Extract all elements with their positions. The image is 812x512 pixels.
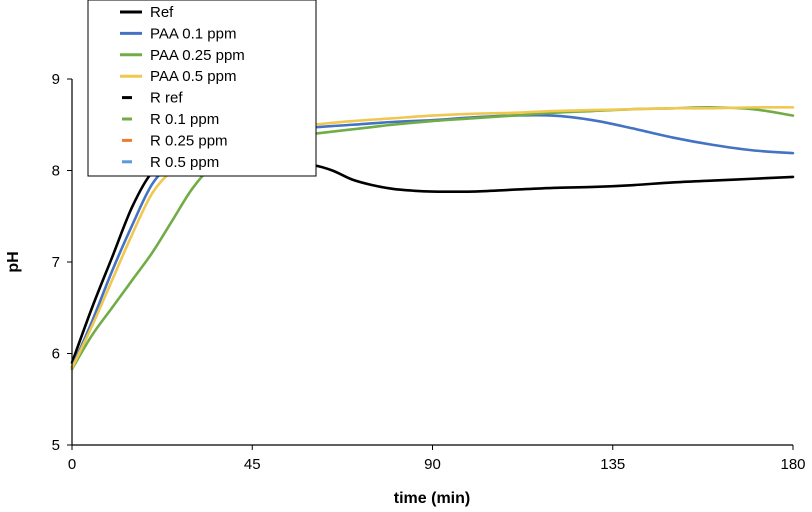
legend-label: Ref [150,4,174,21]
y-tick-label: 7 [52,254,60,271]
legend-label: R 0.1 ppm [150,111,219,128]
legend-label: R 0.25 ppm [150,132,228,149]
series-line-0 [70,158,795,364]
x-tick-label: 45 [244,456,261,473]
x-tick-label: 135 [600,456,625,473]
plot-area [70,105,795,371]
series-line-3 [70,105,795,370]
y-tick-label: 9 [52,71,60,88]
x-tick-label: 90 [424,456,441,473]
legend-label: R 0.5 ppm [150,154,219,171]
y-tick-label: 6 [52,346,60,363]
y-axis-title: pH [5,251,22,272]
legend-label: PAA 0.1 ppm [150,25,236,42]
legend: Ref PAA 0.1 ppm PAA 0.25 ppm PAA 0.5 ppm R r… [87,0,317,177]
legend-label: PAA 0.25 ppm [150,47,245,64]
legend-label: PAA 0.5 ppm [150,68,236,85]
x-tick-label: 180 [780,456,805,473]
y-tick-label: 5 [52,437,60,454]
x-tick-label: 0 [68,456,76,473]
x-axis-title: time (min) [394,490,470,507]
legend-label: R ref [150,90,183,107]
legend-box [87,0,317,177]
y-tick-label: 8 [52,163,60,180]
series-line-1 [70,113,795,369]
